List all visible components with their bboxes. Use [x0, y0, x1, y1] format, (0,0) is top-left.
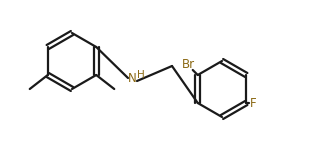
Text: Br: Br — [182, 58, 195, 72]
Text: F: F — [250, 96, 257, 109]
Text: N: N — [128, 72, 137, 85]
Text: H: H — [137, 70, 145, 80]
